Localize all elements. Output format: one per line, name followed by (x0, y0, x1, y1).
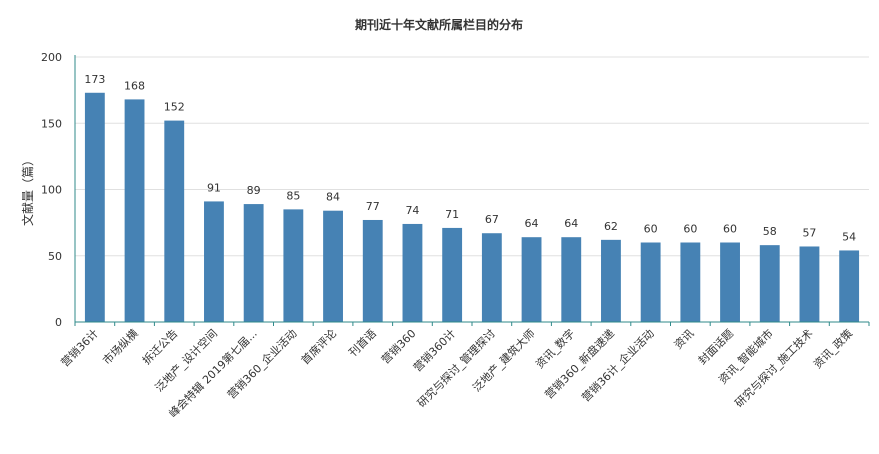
bar (720, 242, 740, 322)
data-labels: 173 168 152 91 89 85 84 77 74 71 67 64 64 62 60 60 60 58 5… (84, 73, 856, 244)
y-axis-ticks: 0 50 100 150 200 (41, 51, 62, 329)
data-label: 74 (405, 204, 419, 217)
bar (640, 242, 661, 322)
data-label: 67 (485, 213, 499, 226)
bar (521, 237, 542, 322)
data-label: 91 (207, 181, 221, 194)
x-tick-label: 资讯_政策 (810, 326, 855, 371)
y-tick-label: 50 (48, 250, 62, 263)
bar (481, 233, 502, 322)
bar (164, 120, 185, 322)
x-tick-label: 研究与探讨_施工技术 (732, 326, 816, 410)
y-tick-label: 100 (41, 184, 62, 197)
data-label: 60 (683, 223, 697, 236)
data-label: 173 (84, 73, 105, 86)
bar (84, 92, 105, 323)
bar (362, 219, 383, 322)
data-label: 57 (802, 226, 816, 239)
data-label: 58 (763, 225, 777, 238)
bar-series (84, 92, 860, 323)
bar (601, 239, 621, 322)
bar (839, 250, 860, 322)
bar (124, 99, 145, 323)
x-tick-label: 市场纵横 (100, 326, 141, 367)
data-label: 85 (286, 189, 300, 202)
x-tick-label: 拆迁公告 (139, 326, 180, 367)
data-label: 77 (366, 200, 380, 213)
bar (243, 204, 264, 322)
bar (799, 246, 820, 322)
x-tick-label: 首席评论 (298, 326, 339, 367)
x-tick-label: 营销360_新盘速递 (542, 326, 617, 401)
data-label: 71 (445, 208, 459, 221)
x-tick-label: 营销36计 (58, 326, 101, 369)
axes (74, 55, 869, 323)
x-tick-label: 刊首语 (346, 326, 379, 359)
bar (561, 237, 582, 322)
bar (402, 223, 423, 322)
data-label: 168 (124, 79, 145, 92)
bar (442, 227, 463, 322)
data-label: 54 (842, 230, 856, 243)
x-tick-label: 封面话题 (695, 326, 736, 367)
grid-lines (75, 56, 869, 257)
bar (323, 210, 343, 322)
x-tick-label: 营销360 (378, 326, 418, 366)
data-label: 64 (525, 217, 539, 230)
bar (759, 245, 780, 322)
x-tick-label: 资讯 (672, 327, 697, 352)
y-axis-label: 文献量（篇） (20, 154, 35, 226)
data-label: 152 (164, 101, 185, 114)
bar (283, 209, 304, 322)
bar (680, 242, 701, 322)
x-tick-label: 研究与探讨_管理探讨 (414, 326, 498, 410)
x-tick-label: 营销360_企业活动 (224, 326, 299, 401)
data-label: 64 (564, 217, 578, 230)
y-tick-label: 200 (41, 51, 62, 64)
data-label: 60 (644, 223, 658, 236)
data-label: 89 (247, 184, 261, 197)
chart-title: 期刊近十年文献所属栏目的分布 (355, 17, 523, 32)
data-label: 84 (326, 191, 340, 204)
data-label: 60 (723, 223, 737, 236)
y-tick-label: 150 (41, 117, 62, 130)
bar (204, 201, 224, 322)
y-tick-label: 0 (55, 316, 62, 329)
x-tick-label: 营销36计_企业活动 (579, 326, 657, 404)
data-label: 62 (604, 220, 618, 233)
